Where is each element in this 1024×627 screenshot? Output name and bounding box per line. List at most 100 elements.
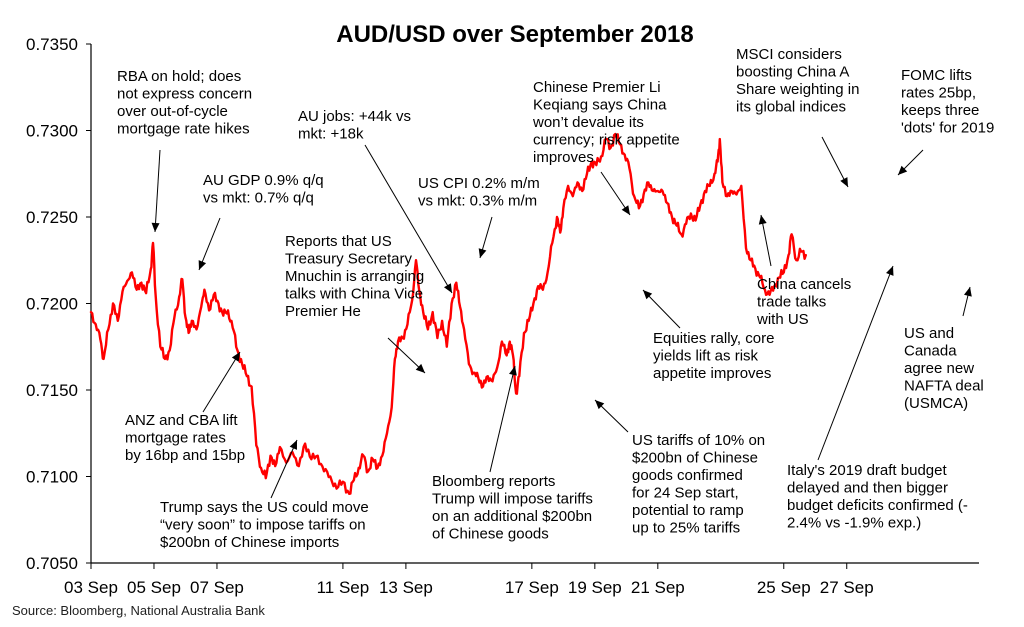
y-tick-label: 0.7050 (26, 554, 78, 573)
annotation-text: Italy's 2019 draft budget delayed and the… (787, 462, 968, 532)
annotation-text: Bloomberg reports Trump will impose tarif… (432, 473, 593, 543)
x-tick-label: 21 Sep (631, 578, 685, 597)
annotation-line: Canada (904, 343, 957, 360)
annotation-line: goods confirmed (632, 467, 743, 484)
annotation-line: US CPI 0.2% m/m (418, 175, 540, 192)
annotation-text: US CPI 0.2% m/m vs mkt: 0.3% m/m (418, 175, 540, 210)
annotation-line: its global indices (736, 99, 846, 116)
annotation: MSCI considers boosting China A Share weig… (736, 46, 859, 188)
source-note: Source: Bloomberg, National Australia Ba… (12, 603, 265, 618)
annotation-line: 'dots' for 2019 (901, 120, 994, 137)
annotation-line: FOMC lifts (901, 67, 972, 84)
annotation-line: for 24 Sep start, (632, 485, 739, 502)
annotation-arrowhead (963, 287, 972, 297)
annotation: Equities rally, core yields lift as risk a… (642, 289, 774, 382)
annotation-arrowhead (198, 260, 207, 270)
annotation-line: Italy's 2019 draft budget (787, 462, 947, 479)
annotation-text: US tariffs of 10% on $200bn of Chinese goo… (632, 432, 765, 537)
x-tick-label: 11 Sep (317, 578, 370, 597)
y-tick-label: 0.7300 (26, 122, 78, 141)
series-layer (89, 132, 807, 495)
annotation-line: boosting China A (736, 64, 849, 81)
annotation-text: Trump says the US could move “very soon” … (160, 499, 369, 551)
annotation-text: AU GDP 0.9% q/q vs mkt: 0.7% q/q (203, 172, 324, 207)
annotation: China cancels trade talks with US (756, 214, 851, 328)
annotation: ANZ and CBA lift mortgage rates by 16bp an… (125, 351, 245, 464)
annotation-line: yields lift as risk (653, 348, 759, 365)
x-tick-label: 03 Sep (64, 578, 118, 597)
annotation: US CPI 0.2% m/m vs mkt: 0.3% m/m (418, 175, 540, 259)
annotation-arrowhead (289, 440, 297, 450)
annotations-layer: RBA on hold; does not express concern over… (117, 46, 994, 551)
annotation-text: MSCI considers boosting China A Share weig… (736, 46, 859, 116)
annotation-line: talks with China Vice (285, 286, 423, 303)
annotation: US and Canada agree new NAFTA deal (USMCA) (904, 286, 984, 412)
annotation-line: Keqiang says China (533, 97, 667, 114)
annotation-line: Mnuchin is arranging (285, 268, 424, 285)
annotation-line: delayed and then bigger (787, 480, 948, 497)
annotation-line: “very soon” to impose tariffs on (160, 517, 366, 534)
annotation-arrow (489, 365, 516, 473)
x-tick-label: 25 Sep (757, 578, 811, 597)
annotation-line: NAFTA deal (904, 378, 984, 395)
annotation-text: Reports that US Treasury Secretary Mnuchin… (285, 233, 424, 320)
annotation-arrowhead (415, 363, 425, 373)
annotation-arrowhead (595, 400, 605, 410)
annotation-line: budget deficits confirmed (- (787, 497, 968, 514)
annotation-line: $200bn of Chinese imports (160, 534, 339, 551)
y-tick-label: 0.7100 (26, 468, 78, 487)
annotation-line: rates 25bp, (901, 85, 976, 102)
annotation-line: Bloomberg reports (432, 473, 555, 490)
annotation-line: Trump will impose tariffs (432, 491, 593, 508)
annotation-line: up to 25% tariffs (632, 520, 740, 537)
annotation-text: RBA on hold; does not express concern over… (117, 68, 252, 138)
annotation-arrowhead (509, 366, 517, 376)
annotation-line: Premier He (285, 303, 361, 320)
annotation-line: AU GDP 0.9% q/q (203, 172, 324, 189)
annotation-line: trade talks (757, 294, 826, 311)
annotation-arrowhead (898, 165, 908, 175)
annotation-arrowhead (840, 177, 848, 187)
annotation-line: Equities rally, core (653, 330, 774, 347)
annotation-arrow (202, 351, 241, 413)
annotation-line: by 16bp and 15bp (125, 447, 245, 464)
annotation-line: with US (756, 311, 809, 328)
annotation: AU GDP 0.9% q/q vs mkt: 0.7% q/q (198, 172, 324, 271)
annotation-arrowhead (478, 248, 487, 258)
annotation: FOMC lifts rates 25bp, keeps three'dots' f… (897, 67, 994, 176)
annotation-arrow (198, 217, 221, 271)
annotation-arrowhead (886, 266, 894, 276)
annotation-line: Reports that US (285, 233, 392, 250)
annotation-arrow (821, 136, 849, 188)
annotation-line: appetite improves (653, 365, 771, 382)
annotation-text: FOMC lifts rates 25bp, keeps three'dots' f… (901, 67, 994, 137)
annotation-line: (USMCA) (904, 395, 968, 412)
annotation-arrow (817, 265, 894, 461)
annotation-arrow (270, 439, 298, 499)
annotation-text: AU jobs: +44k vs mkt: +18k (298, 108, 411, 143)
annotation: Chinese Premier Li Keqiang says China won’… (532, 79, 680, 216)
annotation-arrowhead (443, 283, 452, 293)
annotation-line: RBA on hold; does (117, 68, 241, 85)
annotation-line: China cancels (757, 276, 851, 293)
annotation-line: mortgage rate hikes (117, 121, 250, 138)
annotation-line: US tariffs of 10% on (632, 432, 765, 449)
annotation-line: MSCI considers (736, 46, 842, 63)
annotation: Reports that US Treasury Secretary Mnuchin… (285, 233, 426, 374)
annotation: Trump says the US could move “very soon” … (160, 439, 369, 551)
annotation-line: mortgage rates (125, 430, 226, 447)
annotation: Bloomberg reports Trump will impose tarif… (432, 365, 593, 543)
annotation-line: 2.4% vs -1.9% exp.) (787, 515, 921, 532)
annotation-arrow (364, 144, 453, 294)
annotation-line: not express concern (117, 86, 252, 103)
y-tick-label: 0.7200 (26, 295, 78, 314)
y-tick-label: 0.7350 (26, 35, 78, 54)
annotation-line: vs mkt: 0.7% q/q (203, 190, 314, 207)
annotation: US tariffs of 10% on $200bn of Chinese goo… (594, 399, 765, 537)
annotation: AU jobs: +44k vs mkt: +18k (298, 108, 453, 294)
annotation-line: ANZ and CBA lift (125, 412, 238, 429)
chart-title: AUD/USD over September 2018 (336, 21, 693, 48)
x-tick-label: 27 Sep (820, 578, 874, 597)
annotation-line: on an additional $200bn (432, 508, 592, 525)
